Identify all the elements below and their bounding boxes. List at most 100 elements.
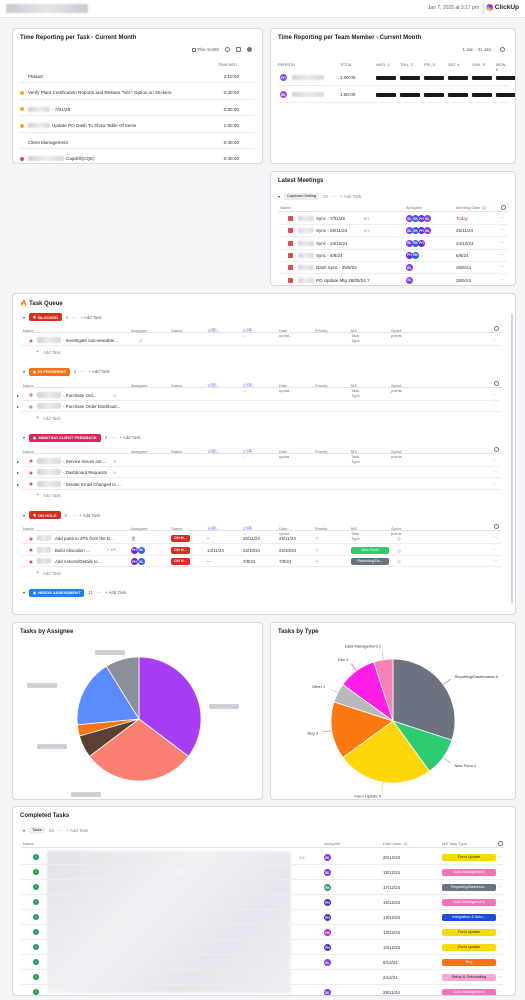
task-type-tag[interactable]: Data Management [442, 899, 496, 906]
expand-caret-icon[interactable]: ▸ [17, 470, 20, 475]
task-type-tag[interactable]: Form Update [442, 944, 496, 951]
more-icon[interactable]: ··· [492, 558, 497, 563]
status-dot[interactable] [29, 470, 33, 475]
more-icon[interactable]: ··· [499, 215, 505, 220]
assignee-avatars[interactable]: BL [406, 276, 413, 284]
completed-task-row[interactable]: ✓ BL 29/11/24 Data Management ··· [21, 986, 505, 995]
status-dot[interactable] [29, 338, 33, 343]
workspace-name[interactable] [6, 4, 88, 13]
priority-flag-icon[interactable]: ⚐ [315, 547, 319, 553]
tag-icon[interactable] [236, 47, 241, 52]
check-icon[interactable]: ✓ [33, 959, 39, 965]
task-type-tag[interactable]: Integration & Auto... [442, 914, 496, 921]
link-icon[interactable]: ⊘ [113, 470, 117, 475]
more-icon[interactable]: ··· [497, 869, 502, 874]
expand-caret-icon[interactable]: ▸ [17, 404, 20, 409]
add-task-button[interactable]: + Add Task [79, 512, 101, 518]
task-type-tag[interactable]: Reporting/Da... [351, 558, 389, 565]
check-icon[interactable]: ✓ [33, 944, 39, 950]
more-icon[interactable]: ··· [96, 590, 102, 595]
more-icon[interactable]: ··· [497, 959, 502, 964]
assignee-avatars[interactable]: PH RK [406, 251, 419, 259]
task-row[interactable]: ▸ - Purchase Ord... ⊘ ··· [17, 390, 501, 401]
status-label[interactable]: ◉ ON HOLD [29, 511, 61, 519]
add-column-icon[interactable] [501, 205, 506, 210]
sprint-points-icon[interactable]: ◎ [397, 547, 401, 553]
completed-task-row[interactable]: ✓ PH 10/12/24 Form Update ··· [21, 941, 505, 955]
date-filter[interactable]: This month [191, 47, 219, 52]
status-dot[interactable] [29, 459, 33, 463]
check-icon[interactable]: ✓ [33, 869, 39, 875]
more-icon[interactable]: ··· [499, 264, 505, 270]
more-icon[interactable]: ··· [492, 469, 497, 474]
priority-flag-icon[interactable]: ⚐ [315, 536, 319, 541]
more-icon[interactable]: ··· [499, 276, 505, 282]
task-type-tag[interactable]: Data Management [442, 869, 496, 876]
collapse-caret-icon[interactable]: ▾ [278, 194, 281, 199]
task-time-row[interactable]: Update PO Dash To Show Table Of Items 1:0… [20, 120, 255, 133]
expand-caret-icon[interactable]: ▸ [17, 458, 20, 464]
more-icon[interactable]: ··· [497, 899, 502, 904]
check-icon[interactable]: ✓ [33, 929, 39, 935]
completed-task-row[interactable]: ✓ PH 16/12/24 Data Management ··· [21, 896, 505, 910]
check-icon[interactable]: ✓ [33, 854, 39, 860]
pie-slice[interactable] [342, 720, 431, 784]
more-icon[interactable]: ··· [497, 974, 502, 979]
check-icon[interactable]: ✓ [33, 899, 39, 905]
link-icon[interactable]: ⊘ [139, 338, 143, 343]
person-icon[interactable] [225, 47, 230, 52]
assignee-avatars[interactable]: HN [324, 929, 331, 936]
task-row[interactable]: Add Actions/Details to ... PH BL ON H... – 7/… [21, 556, 501, 567]
col-meeting-date[interactable]: Meeting Date ↓ [456, 205, 487, 210]
link-icon[interactable]: ⊘ [113, 392, 117, 398]
subtask-count[interactable]: 0/7 [364, 228, 370, 234]
collapse-caret-icon[interactable]: ▾ [23, 590, 26, 595]
task-row[interactable]: Add parts to 4PS from the D... 👤 ON H... – 2… [21, 533, 501, 544]
status-dot[interactable] [29, 393, 33, 397]
task-row[interactable]: ▸ - Sender Email Changed to ... ⊘ ··· [17, 479, 501, 490]
pie-slice[interactable] [373, 658, 394, 722]
collapse-caret-icon[interactable]: ▾ [23, 512, 26, 518]
more-icon[interactable]: ··· [492, 403, 497, 408]
assignee-avatars[interactable]: PH [324, 899, 331, 906]
completed-task-row[interactable]: ✓ BL 9/12/24 Bug ··· [21, 956, 505, 970]
more-icon[interactable]: ··· [492, 457, 497, 463]
completed-task-row[interactable]: ✓ ◌ 2/12/24 Setup & Onboarding ··· [21, 971, 505, 985]
add-task-row[interactable]: Add Task [43, 570, 61, 576]
more-icon[interactable]: ··· [331, 194, 337, 199]
check-icon[interactable]: ✓ [33, 914, 39, 920]
meeting-row[interactable]: Sync - 24/10/24 BL RK PH 24/10/24 ··· [278, 238, 508, 250]
more-icon[interactable]: ··· [111, 435, 116, 440]
assignee-empty-icon[interactable]: ◌ [326, 974, 329, 979]
meeting-row[interactable]: Dash Sync - 25/6/24 BL 25/6/24 ··· [278, 262, 508, 275]
more-icon[interactable]: ··· [499, 227, 505, 233]
pie-slice[interactable] [76, 665, 140, 726]
link-icon[interactable]: ⊘ [113, 458, 117, 464]
assignee-avatars[interactable]: BL RK PH BL [406, 215, 431, 222]
assignee-avatars[interactable]: PH [324, 944, 331, 951]
more-icon[interactable]: ··· [497, 989, 502, 994]
more-icon[interactable]: ··· [497, 944, 502, 949]
task-type-tag[interactable]: Bug [442, 959, 496, 966]
task-type-tag[interactable]: Form Update [442, 929, 496, 936]
more-icon[interactable]: ··· [80, 369, 85, 374]
completed-task-row[interactable]: ✓ BL 18/12/24 Data Management ··· [21, 866, 505, 880]
pie-slice[interactable] [88, 718, 190, 782]
more-icon[interactable]: ··· [492, 546, 497, 552]
meeting-row[interactable]: Sync - 6/8/24 PH RK 6/8/24 ··· [278, 250, 508, 262]
member-row[interactable]: BL 1:50:00 [278, 87, 515, 103]
assignee-avatars[interactable]: BL [324, 869, 331, 876]
more-icon[interactable]: ··· [492, 480, 497, 486]
assignee-empty-icon[interactable]: 👤 [131, 536, 136, 541]
subtask-count[interactable]: 2/2 [299, 855, 305, 860]
add-task-row[interactable]: Add Task [43, 415, 61, 421]
subtask-count[interactable]: 9/7 [364, 216, 370, 221]
status-dot[interactable] [29, 536, 33, 541]
task-type-tag[interactable]: New Form [351, 546, 389, 554]
pie-slice[interactable] [392, 658, 456, 741]
assignee-avatars[interactable]: BL RK PH BL [406, 227, 431, 235]
expand-caret-icon[interactable]: ▸ [17, 481, 20, 487]
task-type-tag[interactable]: Data Management [442, 989, 496, 995]
assignee-avatars[interactable]: PH [324, 914, 331, 921]
status-badge[interactable]: ON H... [171, 558, 190, 565]
